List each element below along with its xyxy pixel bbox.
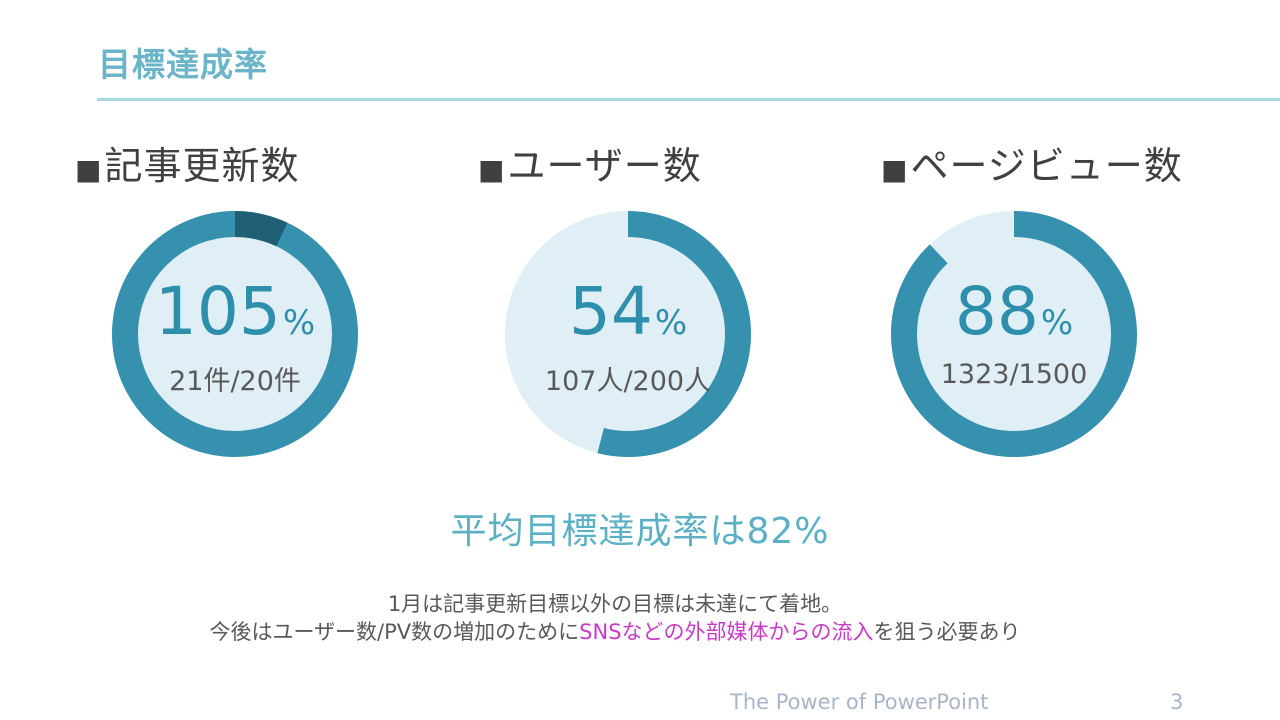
donut-svg xyxy=(891,211,1137,457)
kpi-label: 記事更新数 xyxy=(104,144,300,188)
kpi-article-updates: ■記事更新数 105% 21件/20件 xyxy=(75,135,415,475)
note-text: を狙う必要あり xyxy=(873,620,1021,644)
percent-number: 105 xyxy=(154,273,281,350)
note-highlight: SNSなどの外部媒体からの流入 xyxy=(579,620,874,644)
kpi-title: ■ページビュー数 xyxy=(881,135,1183,190)
kpi-label: ページビュー数 xyxy=(910,144,1183,188)
donut-chart: 54% 107人/200人 xyxy=(503,209,753,459)
percent-number: 54 xyxy=(568,273,653,350)
bullet-square: ■ xyxy=(881,153,909,186)
percent-value: 105% xyxy=(110,279,360,345)
donut-svg xyxy=(112,211,358,457)
footer-text: The Power of PowerPoint xyxy=(730,690,989,714)
count-detail: 107人/200人 xyxy=(544,366,712,397)
donut-track xyxy=(891,211,1137,457)
percent-unit: % xyxy=(1040,303,1074,343)
kpi-users: ■ユーザー数 54% 107人/200人 xyxy=(478,135,818,475)
donut-overflow xyxy=(234,211,288,247)
average-achievement: 平均目標達成率は82% xyxy=(450,511,830,552)
title-rule xyxy=(97,98,1280,101)
note-text: 今後はユーザー数/PV数の増加のために xyxy=(209,620,580,644)
donut-progress xyxy=(891,211,1137,457)
kpi-title: ■記事更新数 xyxy=(75,135,299,190)
donut-progress xyxy=(597,211,751,457)
bullet-square: ■ xyxy=(478,153,506,186)
note-line-1: 1月は記事更新目標以外の目標は未達にて着地。 xyxy=(387,592,843,616)
kpi-page-views: ■ページビュー数 88% 1323/1500 xyxy=(881,135,1221,475)
kpi-label: ユーザー数 xyxy=(507,144,702,188)
donut-track xyxy=(112,211,358,457)
percent-value: 54% xyxy=(503,279,753,345)
donut-svg xyxy=(505,211,751,457)
percent-number: 88 xyxy=(954,273,1039,350)
percent-unit: % xyxy=(654,303,688,343)
note-line-2: 今後はユーザー数/PV数の増加のためにSNSなどの外部媒体からの流入を狙う必要あ… xyxy=(0,616,1230,646)
count-detail: 1323/1500 xyxy=(940,359,1088,390)
donut-chart: 105% 21件/20件 xyxy=(110,209,360,459)
page-number: 3 xyxy=(1170,690,1184,714)
donut-chart: 88% 1323/1500 xyxy=(889,209,1139,459)
percent-value: 88% xyxy=(889,279,1139,345)
bullet-square: ■ xyxy=(75,153,103,186)
percent-unit: % xyxy=(282,303,316,343)
count-detail: 21件/20件 xyxy=(169,366,301,397)
slide-title: 目標達成率 xyxy=(98,45,268,84)
donut-track xyxy=(505,211,751,457)
kpi-title: ■ユーザー数 xyxy=(478,135,702,190)
